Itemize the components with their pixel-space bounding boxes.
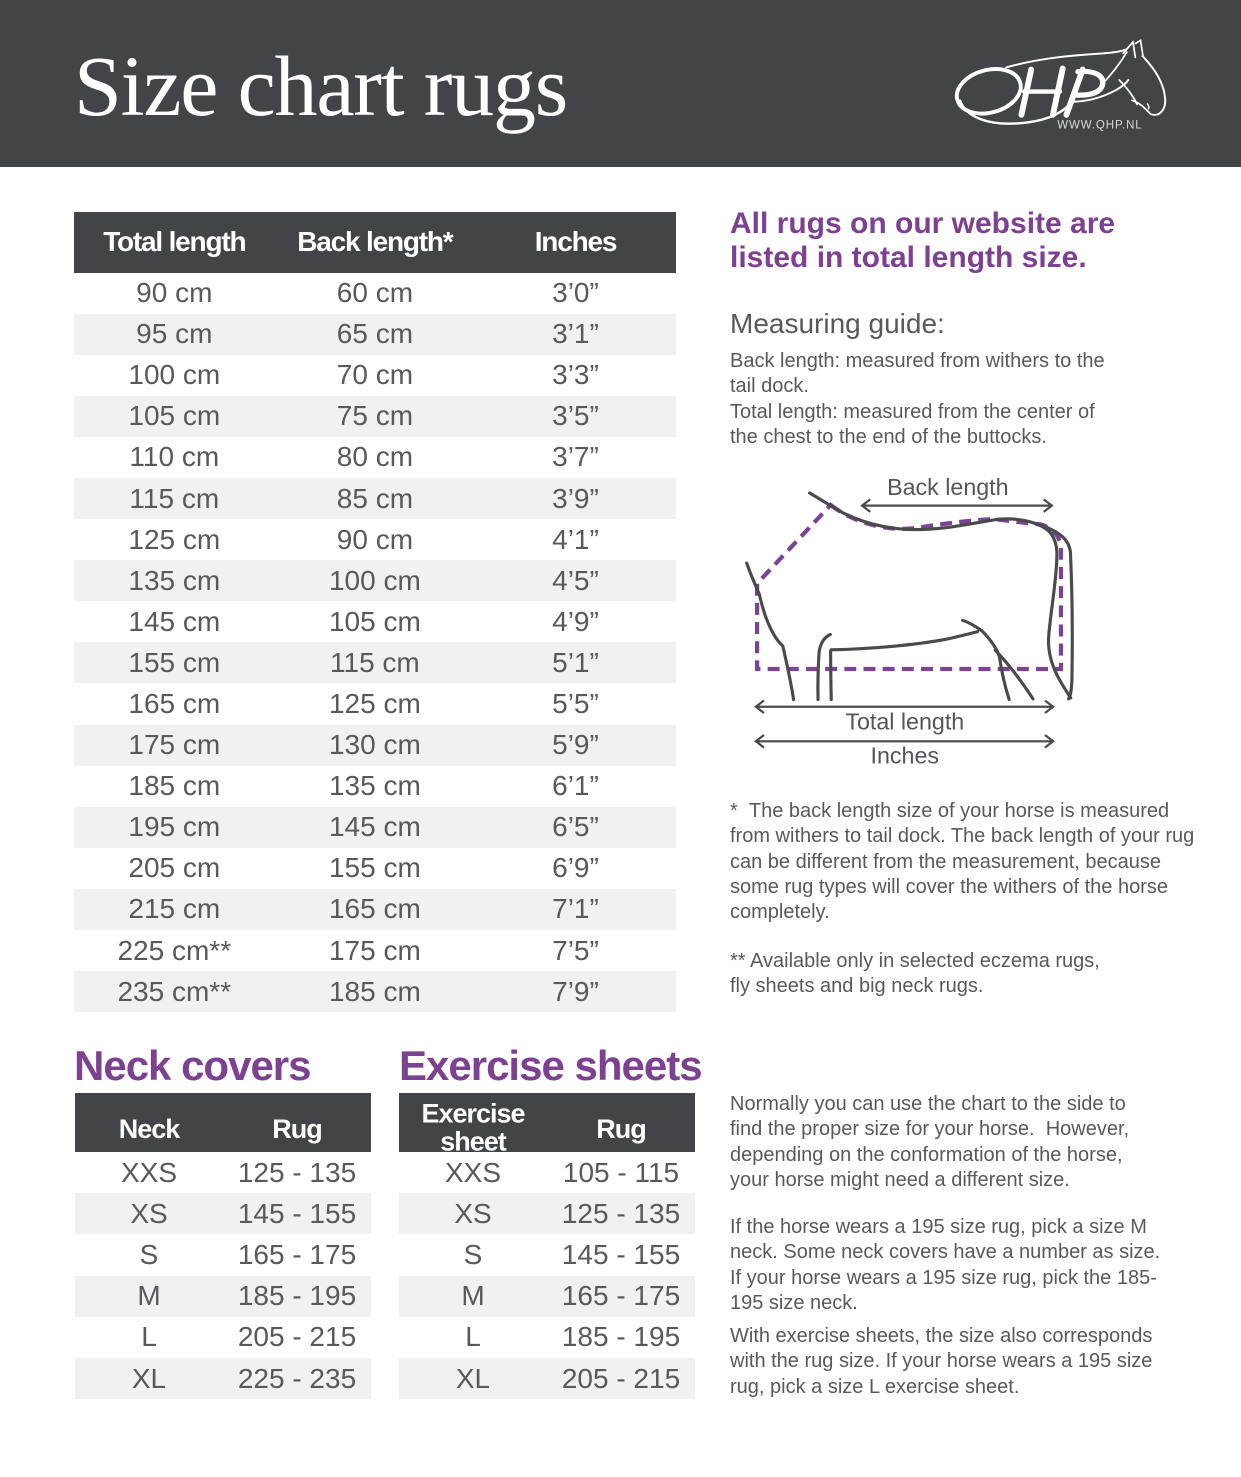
svg-text:Total length: Total length	[845, 709, 964, 735]
svg-text:Inches: Inches	[871, 742, 940, 768]
svg-text:WWW.QHP.NL: WWW.QHP.NL	[1057, 119, 1142, 131]
svg-text:Back length: Back length	[887, 474, 1009, 500]
